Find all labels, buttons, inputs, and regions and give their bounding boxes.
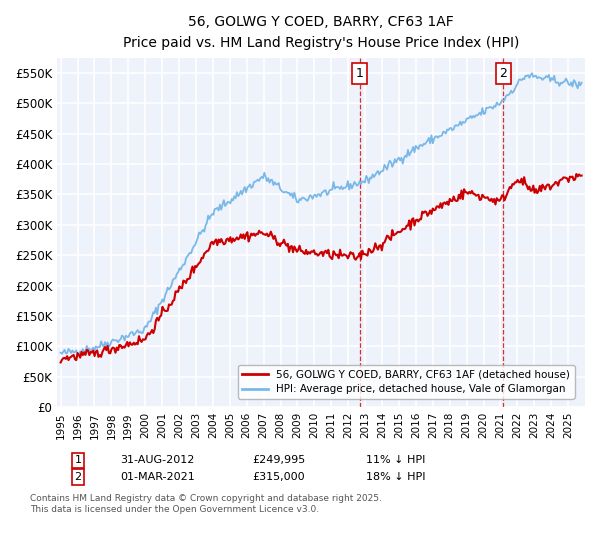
Text: 1: 1: [356, 67, 364, 80]
Text: 01-MAR-2021: 01-MAR-2021: [120, 472, 195, 482]
Title: 56, GOLWG Y COED, BARRY, CF63 1AF
Price paid vs. HM Land Registry's House Price : 56, GOLWG Y COED, BARRY, CF63 1AF Price …: [123, 15, 520, 50]
Text: 2: 2: [74, 472, 82, 482]
Text: This data is licensed under the Open Government Licence v3.0.: This data is licensed under the Open Gov…: [30, 505, 319, 515]
Text: 1: 1: [74, 455, 82, 465]
Text: Contains HM Land Registry data © Crown copyright and database right 2025.: Contains HM Land Registry data © Crown c…: [30, 494, 382, 503]
Text: 18% ↓ HPI: 18% ↓ HPI: [366, 472, 425, 482]
Legend: 56, GOLWG Y COED, BARRY, CF63 1AF (detached house), HPI: Average price, detached: 56, GOLWG Y COED, BARRY, CF63 1AF (detac…: [238, 365, 575, 399]
Text: 31-AUG-2012: 31-AUG-2012: [120, 455, 194, 465]
Text: 2: 2: [499, 67, 507, 80]
Text: £315,000: £315,000: [252, 472, 305, 482]
Text: 11% ↓ HPI: 11% ↓ HPI: [366, 455, 425, 465]
Text: £249,995: £249,995: [252, 455, 305, 465]
